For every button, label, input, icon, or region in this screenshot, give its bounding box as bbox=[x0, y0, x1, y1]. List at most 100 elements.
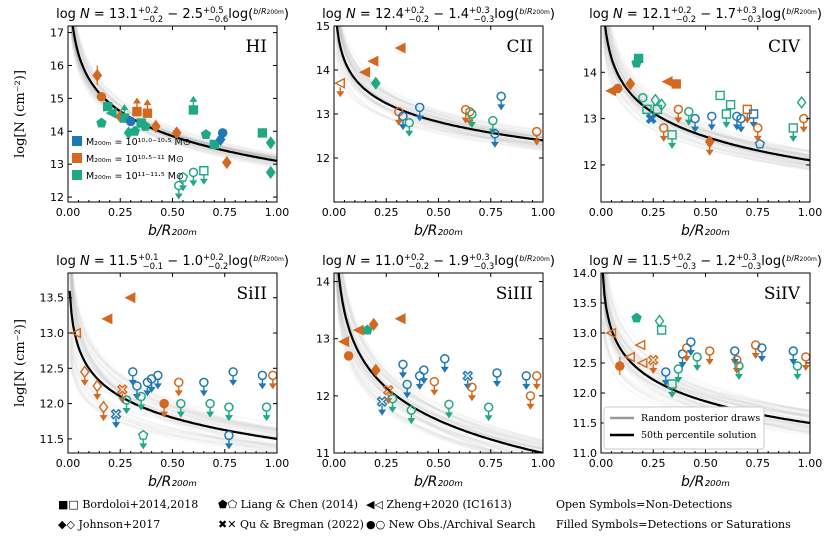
posterior-draw-line bbox=[335, 26, 543, 144]
posterior-draw-line bbox=[68, 325, 277, 453]
marker-circle bbox=[673, 364, 684, 374]
posterior-draw-line bbox=[335, 273, 534, 453]
arrow-head bbox=[649, 368, 658, 374]
posterior-draw-line bbox=[607, 26, 810, 153]
marker-circle bbox=[638, 93, 648, 103]
marker-circle bbox=[217, 128, 228, 138]
y-tick-label: 13.0 bbox=[40, 327, 65, 340]
marker-D bbox=[265, 136, 276, 150]
arrow-head bbox=[403, 392, 412, 399]
marker-circle bbox=[261, 402, 272, 412]
y-tick-label: 13 bbox=[50, 158, 64, 171]
title-part: ) bbox=[550, 254, 555, 269]
marker-D bbox=[796, 95, 807, 109]
y-tick-label: 11.5 bbox=[573, 417, 598, 430]
posterior-draw-line bbox=[339, 26, 543, 139]
posterior-draw-line bbox=[75, 26, 277, 156]
title-part: 200m bbox=[533, 9, 550, 16]
posterior-draw-line bbox=[68, 341, 277, 446]
title-part: b bbox=[786, 254, 791, 263]
marker-s bbox=[656, 325, 667, 335]
x-tick-label: 0.25 bbox=[108, 457, 133, 470]
title-part: b bbox=[253, 7, 258, 16]
y-axis-label: log[N (cm⁻²)] bbox=[13, 319, 28, 407]
data-point bbox=[686, 337, 696, 356]
posterior-draw-line bbox=[335, 273, 495, 453]
panel-cii: 0.00 0.25 0.50 0.75 1.00 12 13 14 15 CII log N = 1… bbox=[316, 6, 555, 239]
posterior-draw-line bbox=[337, 26, 543, 139]
data-point bbox=[343, 351, 354, 361]
marker-circle bbox=[792, 361, 803, 371]
posterior-draws bbox=[334, 273, 543, 453]
arrow-head bbox=[80, 379, 89, 386]
arrow-head bbox=[705, 359, 714, 365]
data-point bbox=[636, 357, 648, 369]
title-part: −0.2 bbox=[143, 15, 164, 25]
arrow-head bbox=[678, 362, 687, 368]
posterior-draw-line bbox=[72, 26, 277, 155]
data-point bbox=[188, 167, 199, 187]
marker-circle bbox=[136, 391, 146, 402]
posterior-draw-line bbox=[334, 279, 497, 453]
data-point bbox=[406, 405, 417, 425]
title-part: / bbox=[524, 7, 527, 16]
posterior-draw-line bbox=[605, 26, 810, 160]
title-part: b bbox=[786, 7, 791, 16]
marker-circle bbox=[525, 391, 536, 401]
posterior-draw-line bbox=[337, 273, 503, 453]
panel-hi: 0.00 0.25 0.50 0.75 1.00 12 13 14 15 16 17 HI log N … bbox=[50, 6, 289, 239]
data-points bbox=[334, 42, 542, 148]
data-point bbox=[798, 113, 809, 133]
y-tick-label: 16 bbox=[50, 59, 64, 72]
y-tick-label: 13 bbox=[316, 333, 330, 346]
arrow-head bbox=[734, 374, 743, 380]
panel-title: log N = 11.5+0.1 −0.1 − 1.0+0.2 −0.2log(b/… bbox=[56, 253, 289, 272]
x-tick-label: 0.50 bbox=[693, 457, 718, 470]
arrow-head bbox=[461, 117, 470, 124]
data-point bbox=[754, 138, 766, 149]
posterior-draw-line bbox=[337, 26, 543, 147]
marker-s bbox=[209, 139, 219, 150]
posterior-draw-line bbox=[71, 273, 277, 433]
posterior-draw-line bbox=[607, 26, 810, 165]
arrow-head bbox=[153, 383, 162, 390]
posterior-draw-line bbox=[70, 273, 277, 431]
posterior-draw-line bbox=[334, 274, 506, 453]
marker-X bbox=[645, 113, 657, 125]
arrow-head bbox=[532, 139, 541, 146]
marker-D bbox=[171, 126, 182, 140]
marker-circle bbox=[199, 377, 209, 388]
posterior-draw-line bbox=[70, 273, 277, 425]
marker-circle bbox=[429, 376, 440, 387]
posterior-draw-line bbox=[69, 273, 277, 432]
posterior-draw-line bbox=[70, 273, 277, 453]
posterior-draw-line bbox=[602, 273, 810, 412]
arrow-head bbox=[93, 393, 102, 400]
marker-p bbox=[631, 312, 642, 323]
data-point bbox=[638, 93, 648, 103]
marker-X bbox=[376, 396, 388, 407]
data-point bbox=[368, 317, 379, 332]
data-point bbox=[642, 104, 652, 115]
posterior-draw-line bbox=[337, 26, 543, 141]
arrow-head bbox=[268, 383, 277, 390]
x-tick-label: 0.75 bbox=[213, 206, 238, 219]
marker-circle bbox=[228, 367, 238, 377]
ion-label: SiIV bbox=[764, 284, 801, 304]
title-part: log bbox=[589, 254, 609, 269]
arrow-head bbox=[143, 99, 152, 106]
title-part: −0.6 bbox=[208, 15, 229, 25]
posterior-draw-line bbox=[68, 317, 277, 449]
marker-s bbox=[642, 104, 652, 115]
posterior-draw-line bbox=[334, 38, 543, 150]
marker-circle bbox=[128, 367, 138, 377]
arrow-head bbox=[684, 119, 693, 126]
marker-circle bbox=[205, 398, 215, 409]
panel-siii: 0.00 0.25 0.50 0.75 1.00 11.5 12.0 12.5 13.0 13.5… bbox=[40, 253, 290, 490]
posterior-draw-line bbox=[603, 26, 810, 170]
marker-s bbox=[721, 109, 732, 119]
posterior-draw-line bbox=[335, 273, 501, 453]
arrow-head bbox=[199, 390, 208, 397]
arrow-head bbox=[801, 365, 810, 371]
data-point bbox=[101, 313, 113, 325]
